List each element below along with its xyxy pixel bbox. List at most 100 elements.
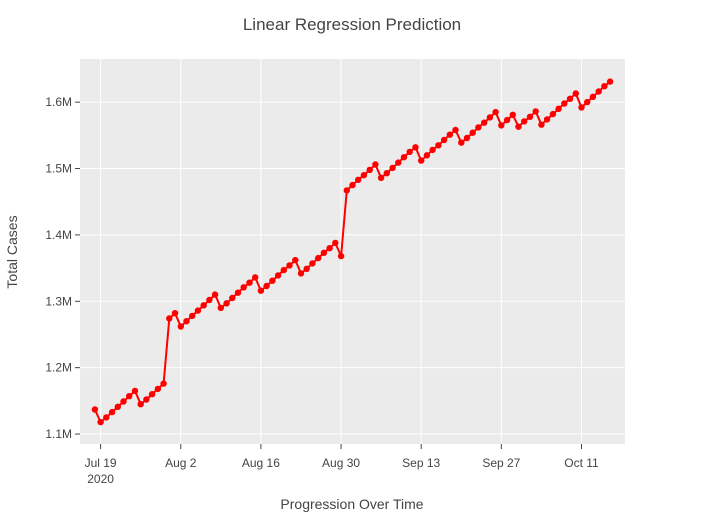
data-point [595, 88, 602, 95]
data-point [263, 282, 270, 290]
data-point [252, 274, 259, 281]
data-point [160, 380, 167, 387]
data-point [446, 131, 453, 138]
data-point [458, 139, 465, 146]
data-point [566, 95, 574, 103]
x-tick-sublabel: 2020 [87, 472, 114, 486]
data-point [206, 296, 213, 304]
data-point [561, 100, 568, 107]
data-point [154, 385, 162, 393]
data-point [584, 98, 591, 106]
data-point [463, 134, 471, 142]
data-point [509, 111, 516, 119]
x-tick-label: Sep 13 [402, 456, 440, 470]
data-point [143, 396, 150, 403]
data-point [366, 166, 373, 174]
data-point [395, 159, 402, 166]
x-tick-label: Oct 11 [564, 456, 599, 470]
plot-background [80, 59, 625, 444]
data-point [469, 129, 476, 136]
data-point [246, 279, 253, 286]
data-point [320, 249, 328, 256]
data-point [389, 164, 396, 172]
data-point [177, 323, 184, 330]
data-point [349, 181, 356, 189]
data-point [194, 307, 202, 314]
data-point [360, 172, 368, 179]
data-point [234, 289, 242, 296]
data-point [601, 83, 608, 90]
data-point [297, 270, 305, 277]
data-point [166, 315, 173, 322]
data-point [532, 108, 539, 115]
data-point [114, 403, 122, 410]
x-tick-label: Aug 2 [165, 456, 197, 470]
data-point [126, 393, 133, 400]
data-point [131, 387, 139, 395]
data-point [526, 113, 534, 121]
data-point [418, 157, 425, 164]
x-tick-label: Sep 27 [482, 456, 520, 470]
series-layer [91, 78, 614, 426]
x-tick-label: Jul 19 [85, 456, 117, 470]
y-tick-label: 1.4M [45, 228, 72, 242]
data-point [91, 406, 99, 413]
data-point [309, 260, 316, 267]
data-point [148, 391, 156, 398]
data-point [515, 123, 522, 130]
data-point [286, 262, 293, 269]
y-tick-label: 1.5M [45, 162, 72, 176]
data-point [269, 277, 276, 284]
data-point [257, 287, 265, 294]
data-point [481, 119, 488, 126]
data-point [406, 148, 413, 156]
data-point [120, 398, 127, 405]
y-axis-ticks: 1.1M 1.2M 1.3M 1.4M 1.5M 1.6M [45, 95, 80, 441]
data-point [217, 304, 224, 312]
data-point [355, 176, 362, 183]
data-point [383, 170, 390, 177]
y-tick-label: 1.6M [45, 95, 72, 109]
y-tick-label: 1.1M [45, 427, 72, 441]
data-point [440, 136, 448, 144]
data-point [200, 302, 207, 309]
data-point [372, 161, 379, 168]
y-tick-label: 1.2M [45, 361, 72, 375]
data-point [211, 291, 219, 298]
data-point [555, 105, 562, 113]
data-point [429, 146, 436, 154]
data-point [435, 142, 442, 149]
data-point [498, 122, 505, 129]
data-point [400, 154, 408, 161]
data-point [332, 239, 339, 247]
data-point [521, 118, 528, 125]
data-point [137, 401, 144, 408]
y-axis-label: Total Cases [4, 215, 20, 288]
data-point [377, 174, 385, 181]
data-point [412, 144, 419, 151]
x-axis-label: Progression Over Time [280, 496, 423, 512]
data-point [543, 116, 551, 123]
data-point [189, 312, 196, 320]
data-point [475, 124, 482, 131]
data-point [292, 256, 299, 264]
data-point [452, 126, 459, 134]
data-point [572, 90, 579, 97]
data-point [326, 245, 333, 252]
data-point [578, 104, 585, 111]
x-tick-label: Aug 30 [322, 456, 360, 470]
data-point [343, 187, 350, 194]
data-point [303, 265, 310, 272]
data-point [486, 114, 494, 121]
data-point [108, 408, 116, 416]
data-point [274, 272, 282, 279]
data-point [171, 310, 179, 317]
x-axis-ticks: Jul 19 2020 Aug 2 Aug 16 Aug 30 Sep 13 Sep 27 O… [85, 444, 599, 486]
data-point [538, 121, 545, 128]
data-point [223, 300, 230, 307]
data-point [103, 414, 110, 421]
data-point [492, 108, 499, 116]
y-tick-label: 1.3M [45, 294, 72, 308]
